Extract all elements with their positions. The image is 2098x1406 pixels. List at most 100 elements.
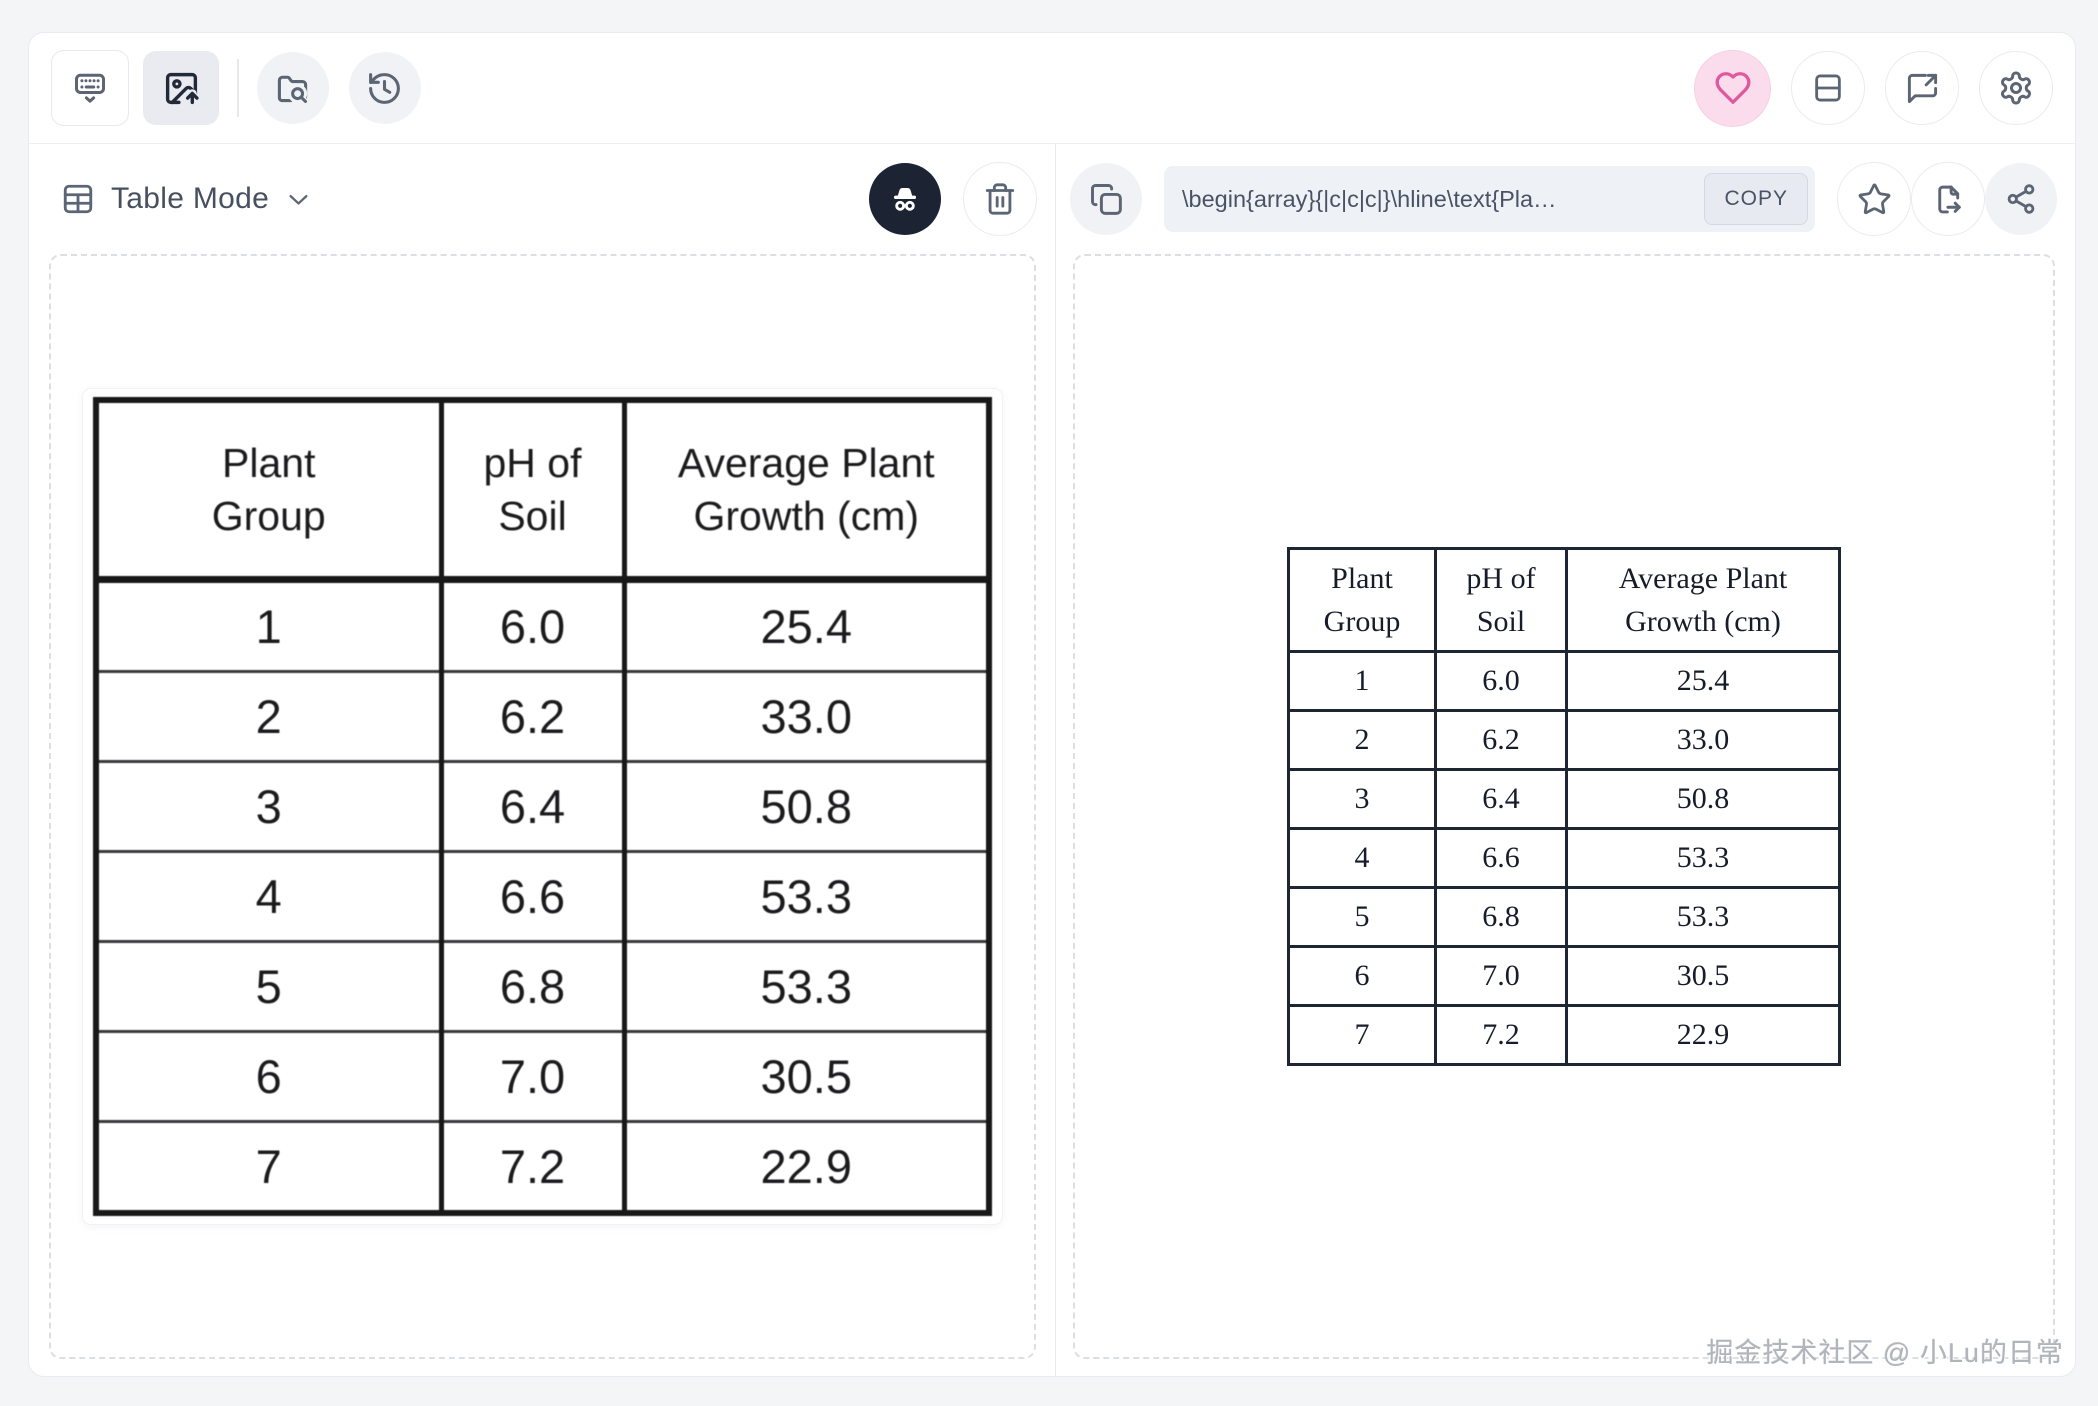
cell: 2: [96, 670, 441, 762]
left-toolbar: Table Mode: [29, 144, 1055, 254]
watermark-text: 掘金技术社区 @ 小Lu的日常: [1706, 1338, 2064, 1368]
history-button[interactable]: [348, 52, 421, 124]
cell: 1: [96, 578, 441, 672]
table-grid-icon: [63, 184, 93, 214]
table-row: 3 6.4 50.8: [96, 760, 989, 852]
table-row: 1 6.0 25.4: [1287, 650, 1841, 712]
table-row: 1 6.0 25.4: [96, 578, 989, 672]
cell: 6.4: [1434, 768, 1568, 830]
cell: 6.6: [438, 850, 624, 942]
cell: 53.3: [621, 850, 989, 942]
toolbar-divider: [237, 59, 239, 117]
cell: 1: [1287, 650, 1437, 712]
split-rows-icon: [1815, 74, 1841, 102]
cell: 3: [1287, 768, 1437, 830]
cell: 6.8: [1434, 886, 1568, 948]
file-export-icon: [1937, 185, 1961, 213]
rendered-latex-table: Plant Group pH of Soil Average Plant Growth…: [1287, 547, 1841, 1066]
export-button[interactable]: [1911, 162, 1985, 236]
privacy-mode-button[interactable]: [869, 163, 941, 235]
cell: 30.5: [1565, 945, 1841, 1007]
table-row: 5 6.8 53.3: [96, 940, 989, 1032]
cell: 53.3: [621, 940, 989, 1032]
latex-code-field[interactable]: \begin{array}{|c|c|c|}\hline\text{Pla… C…: [1164, 166, 1815, 232]
settings-button[interactable]: [1979, 51, 2053, 125]
top-toolbar-left: [51, 50, 421, 126]
cell: 6.4: [438, 760, 624, 852]
image-upload-icon: [165, 72, 199, 107]
feedback-share-icon: [1907, 73, 1937, 103]
cell: 6.2: [1434, 709, 1568, 771]
cell: 7.2: [438, 1120, 624, 1213]
cell: 50.8: [1565, 768, 1841, 830]
incognito-icon: [894, 188, 916, 211]
copy-result-button[interactable]: [1070, 163, 1142, 235]
split-layout-button[interactable]: [1791, 51, 1865, 125]
table-row: Plant Group pH of Soil Average Plant Growth…: [96, 400, 989, 583]
result-column: \begin{array}{|c|c|c|}\hline\text{Pla… C…: [1055, 144, 2075, 1376]
cell: 5: [1287, 886, 1437, 948]
cell: 53.3: [1565, 886, 1841, 948]
gear-icon: [2001, 71, 2031, 105]
right-toolbar: \begin{array}{|c|c|c|}\hline\text{Pla… C…: [1056, 144, 2075, 254]
share-nodes-icon: [2007, 184, 2035, 214]
table-row: 5 6.8 53.3: [1287, 886, 1841, 948]
render-header-growth: Average Plant Growth (cm): [1565, 547, 1841, 653]
folder-search-button[interactable]: [256, 52, 329, 124]
table-row: 2 6.2 33.0: [1287, 709, 1841, 771]
scan-header-ph: pH of Soil: [438, 400, 624, 583]
copy-latex-button[interactable]: COPY: [1704, 173, 1808, 225]
top-toolbar-right: [1694, 49, 2053, 127]
table-row: 7 7.2 22.9: [96, 1120, 989, 1213]
table-row: 4 6.6 53.3: [96, 850, 989, 942]
cell: 22.9: [621, 1120, 989, 1213]
top-toolbar: [29, 33, 2075, 144]
image-upload-button[interactable]: [143, 51, 219, 125]
source-image-panel: Plant Group pH of Soil Average Plant Growth…: [49, 254, 1036, 1359]
table-row: 2 6.2 33.0: [96, 670, 989, 762]
chevron-down-icon: [289, 194, 308, 205]
cell: 7.0: [1434, 945, 1568, 1007]
cell: 30.5: [621, 1030, 989, 1122]
table-row: 6 7.0 30.5: [96, 1030, 989, 1122]
latex-code-text: \begin{array}{|c|c|c|}\hline\text{Pla…: [1182, 185, 1557, 212]
favorite-button[interactable]: [1694, 49, 1771, 127]
cell: 6.6: [1434, 827, 1568, 889]
rendered-result-panel: Plant Group pH of Soil Average Plant Growth…: [1073, 254, 2055, 1359]
cell: 6: [1287, 945, 1437, 1007]
table-row: 3 6.4 50.8: [1287, 768, 1841, 830]
source-column: Table Mode: [29, 144, 1055, 1376]
heart-icon: [1715, 72, 1750, 104]
cell: 7: [96, 1120, 441, 1213]
cell: 6.0: [438, 578, 624, 672]
cell: 25.4: [1565, 650, 1841, 712]
scan-header-plant-group: Plant Group: [96, 400, 441, 583]
delete-button[interactable]: [963, 162, 1037, 236]
cell: 6.2: [438, 670, 624, 762]
cell: 5: [96, 940, 441, 1032]
cell: 53.3: [1565, 827, 1841, 889]
cell: 22.9: [1565, 1004, 1841, 1066]
copy-icon: [1090, 183, 1122, 215]
cell: 3: [96, 760, 441, 852]
content-columns: Table Mode: [29, 144, 2075, 1376]
cell: 4: [96, 850, 441, 942]
keyboard-hide-icon: [75, 73, 105, 103]
cell: 6: [96, 1030, 441, 1122]
table-row: 4 6.6 53.3: [1287, 827, 1841, 889]
star-button[interactable]: [1837, 162, 1911, 236]
render-header-plant-group: Plant Group: [1287, 547, 1437, 653]
feedback-button[interactable]: [1885, 51, 1959, 125]
cell: 7: [1287, 1004, 1437, 1066]
keyboard-input-button[interactable]: [51, 50, 129, 126]
cell: 7.0: [438, 1030, 624, 1122]
mode-selector[interactable]: Table Mode: [61, 182, 312, 216]
table-row: Plant Group pH of Soil Average Plant Growth…: [1287, 547, 1841, 653]
table-row: 7 7.2 22.9: [1287, 1004, 1841, 1066]
cell: 7.2: [1434, 1004, 1568, 1066]
scan-header-growth: Average Plant Growth (cm): [621, 400, 989, 583]
share-button[interactable]: [1985, 163, 2057, 235]
folder-search-icon: [277, 75, 308, 103]
cell: 2: [1287, 709, 1437, 771]
